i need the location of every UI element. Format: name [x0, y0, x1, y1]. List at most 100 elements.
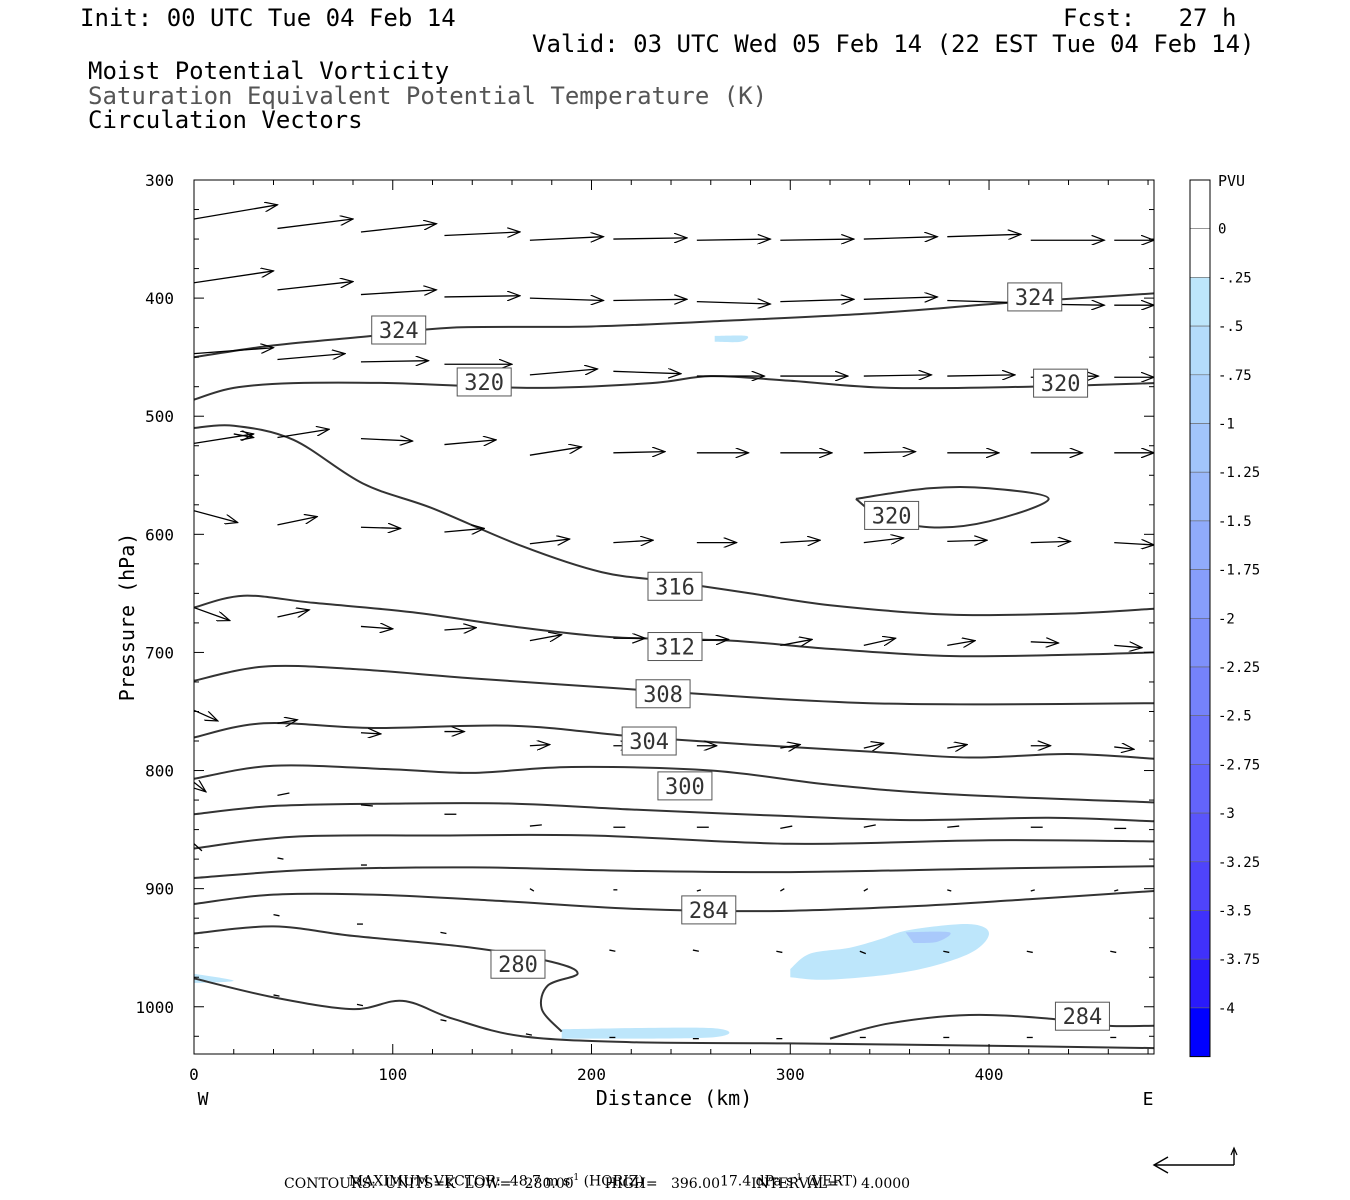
y-tick-label-7: 1000	[135, 998, 174, 1017]
contour-label-box-4	[864, 500, 920, 530]
contour-label-box-2	[456, 367, 512, 397]
colorbar-label-13: -3.25	[1218, 855, 1260, 871]
reference-vector-icon	[1152, 1146, 1238, 1174]
pv-shade-region-1	[790, 924, 989, 980]
circulation-vector-7	[780, 239, 854, 240]
circulation-vector-50	[277, 517, 317, 526]
circulation-vector-13	[277, 282, 353, 291]
circulation-vector-110	[440, 931, 447, 935]
circulation-vector-114	[859, 950, 867, 955]
isentrope-line-6	[194, 764, 1154, 804]
x-end-label-west: W	[198, 1089, 209, 1110]
colorbar-segment-16	[1189, 958, 1211, 1009]
circulation-vector-105	[947, 889, 952, 892]
contour-label-4: 320	[872, 504, 912, 529]
circulation-vector-118	[273, 994, 280, 997]
circulation-vector-18	[696, 302, 771, 304]
circulation-vector-75	[360, 733, 381, 734]
colorbar-label-11: -2.75	[1218, 757, 1260, 773]
plot-frame	[193, 179, 1155, 1055]
colorbar-label-5: -1.25	[1218, 465, 1260, 481]
circulation-vector-116	[1026, 950, 1033, 954]
circulation-vector-12	[194, 271, 274, 284]
circulation-vector-54	[613, 540, 653, 542]
circulation-vector-72	[1114, 645, 1142, 647]
colorbar-segment-12	[1189, 764, 1211, 814]
y-tick-label-6: 900	[145, 880, 174, 899]
colorbar-label-16: -4	[1218, 1001, 1235, 1017]
max-vector-vert-value: 17.4 dPa s	[719, 1173, 794, 1190]
circulation-vector-42	[613, 452, 665, 453]
circulation-vector-1	[277, 219, 353, 230]
colorbar-segment-11	[1189, 715, 1211, 765]
circulation-vector-51	[360, 527, 401, 528]
vert-unit-superscript: -1	[793, 1173, 803, 1183]
contour-label-box-5	[647, 571, 703, 601]
x-axis-label: Distance (km)	[596, 1086, 753, 1110]
circulation-vector-111	[609, 949, 616, 952]
colorbar-label-15: -3.75	[1218, 952, 1260, 968]
circulation-vector-39	[360, 439, 413, 441]
circulation-vector-25	[277, 354, 345, 361]
circulation-vector-17	[613, 299, 687, 300]
circulation-vector-85	[194, 782, 206, 791]
circulation-vector-121	[525, 1033, 533, 1036]
colorbar-segment-1	[1189, 228, 1211, 278]
isentrope-line-5	[194, 722, 1154, 760]
colorbar: 0 -.25 -.5 -.75 -1 -1.25 -1.5 -1.75 -2 -2.25 -2.5 -…	[1189, 179, 1260, 1058]
contour-label-box-10	[681, 895, 737, 925]
circulation-vector-53	[529, 539, 570, 544]
circulation-vector-94	[947, 825, 960, 828]
colorbar-segment-13	[1189, 812, 1211, 863]
circulation-vector-37	[233, 434, 254, 438]
field-title-theta: Saturation Equivalent Potential Temperat…	[88, 82, 768, 110]
isentrope-line-8	[194, 833, 1154, 850]
x-tick-label-4: 400	[975, 1065, 1004, 1084]
max-vector-horiz-value: MAXIMUM VECTOR: 48.7 m s	[348, 1173, 571, 1190]
colorbar-segment-2	[1189, 277, 1211, 327]
isentrope-line-13	[829, 1013, 1154, 1040]
circulation-vector-20	[863, 297, 938, 299]
y-tick-label-1: 400	[145, 289, 174, 308]
field-title-pv: Moist Potential Vorticity	[88, 57, 450, 85]
contour-label-5: 316	[655, 575, 695, 600]
circulation-vector-73	[194, 709, 218, 721]
circulation-vector-68	[780, 639, 812, 645]
circulation-vector-60	[1114, 543, 1154, 545]
colorbar-segment-10	[1189, 666, 1211, 717]
colorbar-segment-9	[1189, 617, 1211, 668]
circulation-vector-113	[776, 950, 783, 954]
contour-label-0: 324	[379, 319, 419, 344]
contour-label-box-11	[490, 949, 546, 979]
circulation-vector-41	[529, 447, 582, 456]
isentrope-line-7	[194, 802, 1154, 823]
circulation-vector-71	[1030, 642, 1059, 643]
circulation-vector-80	[780, 745, 800, 749]
x-tick-label-1: 100	[378, 1065, 407, 1084]
isentrope-line-12	[194, 977, 1154, 1050]
colorbar-segment-15	[1189, 910, 1211, 960]
circulation-vector-19	[780, 299, 854, 301]
colorbar-label-0: 0	[1218, 222, 1226, 238]
circulation-vector-62	[277, 610, 309, 618]
circulation-vector-9	[947, 234, 1021, 236]
circulation-vector-4	[529, 237, 604, 241]
init-time: Init: 00 UTC Tue 04 Feb 14	[80, 4, 456, 32]
colorbar-segment-5	[1189, 423, 1211, 473]
circulation-vector-56	[780, 540, 820, 542]
circulation-vector-3	[444, 232, 520, 236]
circulation-vector-58	[947, 540, 987, 541]
forecast-hour: Fcst: 27 h	[1063, 4, 1237, 32]
isentrope-line-4	[194, 664, 1154, 706]
pv-shade-region-4	[194, 973, 234, 984]
circulation-vector-63	[360, 626, 393, 628]
circulation-vector-70	[947, 641, 975, 646]
circulation-vector-120	[440, 1019, 447, 1022]
circulation-vector-100	[529, 888, 535, 892]
circulation-vector-16	[529, 298, 604, 300]
colorbar-frame	[1189, 179, 1211, 1058]
isentrope-line-11	[194, 925, 579, 1033]
colorbar-label-14: -3.5	[1218, 904, 1252, 920]
colorbar-label-1: -.25	[1218, 270, 1252, 286]
